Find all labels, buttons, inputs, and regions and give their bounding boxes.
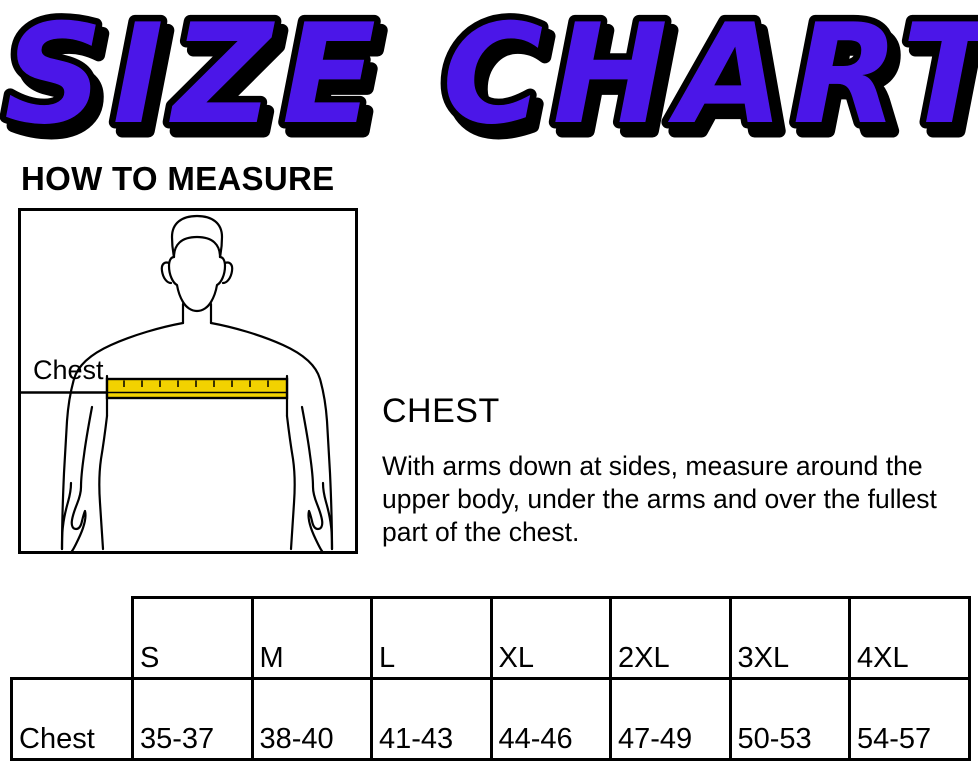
size-table-container: S M L XL 2XL 3XL 4XL Chest 35-37 38-40 4… (10, 596, 971, 761)
table-row-label-chest: Chest (10, 677, 134, 761)
table-cell-chest-3xl: 50-53 (728, 677, 851, 761)
size-table: S M L XL 2XL 3XL 4XL Chest 35-37 38-40 4… (10, 596, 971, 761)
table-corner-cell (12, 598, 133, 679)
table-row: Chest 35-37 38-40 41-43 44-46 47-49 50-5… (10, 677, 971, 761)
how-to-measure-heading: HOW TO MEASURE (21, 160, 335, 197)
table-cell-chest-m: 38-40 (250, 677, 373, 761)
table-header-cell-xl: XL (489, 596, 612, 680)
table-cell-chest-s: 35-37 (131, 677, 254, 761)
table-cell-chest-l: 41-43 (370, 677, 493, 761)
male-torso-figure-icon (21, 214, 334, 551)
chest-instructions-heading: CHEST (382, 392, 500, 430)
table-header-cell-4xl: 4XL (848, 596, 971, 680)
chest-instructions-body: With arms down at sides, measure around … (382, 451, 937, 547)
size-chart-title-graphic: SIZE CHART (0, 0, 978, 150)
table-header-row: S M L XL 2XL 3XL 4XL (12, 596, 971, 680)
table-header-cell-2xl: 2XL (609, 596, 732, 680)
chest-callout-label: Chest (33, 355, 104, 385)
table-header-cell-m: M (250, 596, 373, 680)
table-header-cell-s: S (131, 596, 254, 680)
measuring-tape-icon (105, 377, 289, 400)
table-cell-chest-2xl: 47-49 (609, 677, 732, 761)
table-header-cell-3xl: 3XL (728, 596, 851, 680)
page-title-block: SIZE CHART (0, 0, 978, 150)
table-header-cell-l: L (370, 596, 493, 680)
measurement-diagram-box (18, 208, 358, 554)
page-title-text: SIZE CHART (4, 0, 978, 150)
table-cell-chest-4xl: 54-57 (848, 677, 971, 761)
table-cell-chest-xl: 44-46 (489, 677, 612, 761)
